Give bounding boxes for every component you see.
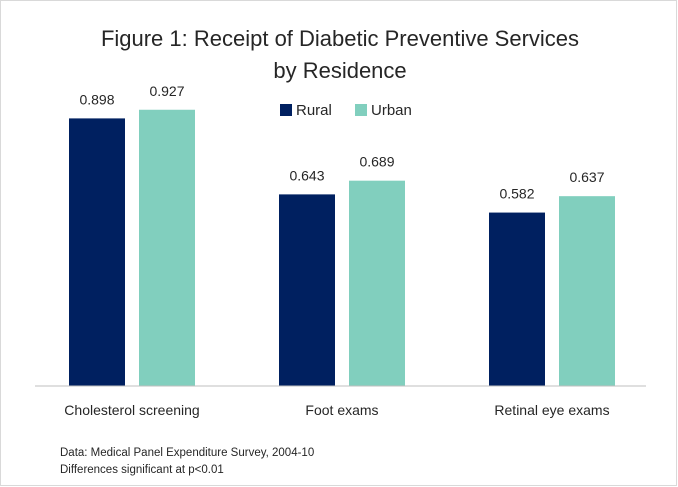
legend: Rural Urban (280, 102, 412, 119)
category-labels-group: Cholesterol screening Foot exams Retinal e… (64, 402, 609, 418)
value-label-rural-1: 0.643 (289, 167, 324, 183)
value-label-rural-2: 0.582 (499, 186, 534, 202)
bar-rural-1 (279, 194, 335, 386)
chart-title-line-2: by Residence (273, 58, 406, 83)
footnote-significance: Differences significant at p<0.01 (60, 464, 224, 476)
bar-urban-0 (139, 109, 195, 386)
bar-rural-2 (489, 212, 545, 386)
value-label-rural-0: 0.898 (79, 91, 114, 107)
chart-title-line-1: Figure 1: Receipt of Diabetic Preventive… (101, 26, 579, 51)
legend-label-urban: Urban (371, 102, 412, 119)
bar-urban-2 (559, 196, 615, 386)
bar-urban-1 (349, 180, 405, 386)
category-label-1: Foot exams (305, 402, 378, 418)
legend-label-rural: Rural (296, 102, 332, 119)
category-label-0: Cholesterol screening (64, 402, 199, 418)
footnote-data-source: Data: Medical Panel Expenditure Survey, … (60, 447, 314, 459)
category-label-2: Retinal eye exams (494, 402, 609, 418)
value-label-urban-1: 0.689 (359, 154, 394, 170)
legend-swatch-rural (280, 104, 292, 116)
bar-rural-0 (69, 118, 125, 387)
value-label-urban-0: 0.927 (149, 83, 184, 99)
legend-swatch-urban (355, 104, 367, 116)
value-label-urban-2: 0.637 (569, 169, 604, 185)
value-labels-group: 0.898 0.927 0.643 0.689 0.582 0.637 (79, 83, 604, 202)
bars-group (69, 109, 615, 387)
